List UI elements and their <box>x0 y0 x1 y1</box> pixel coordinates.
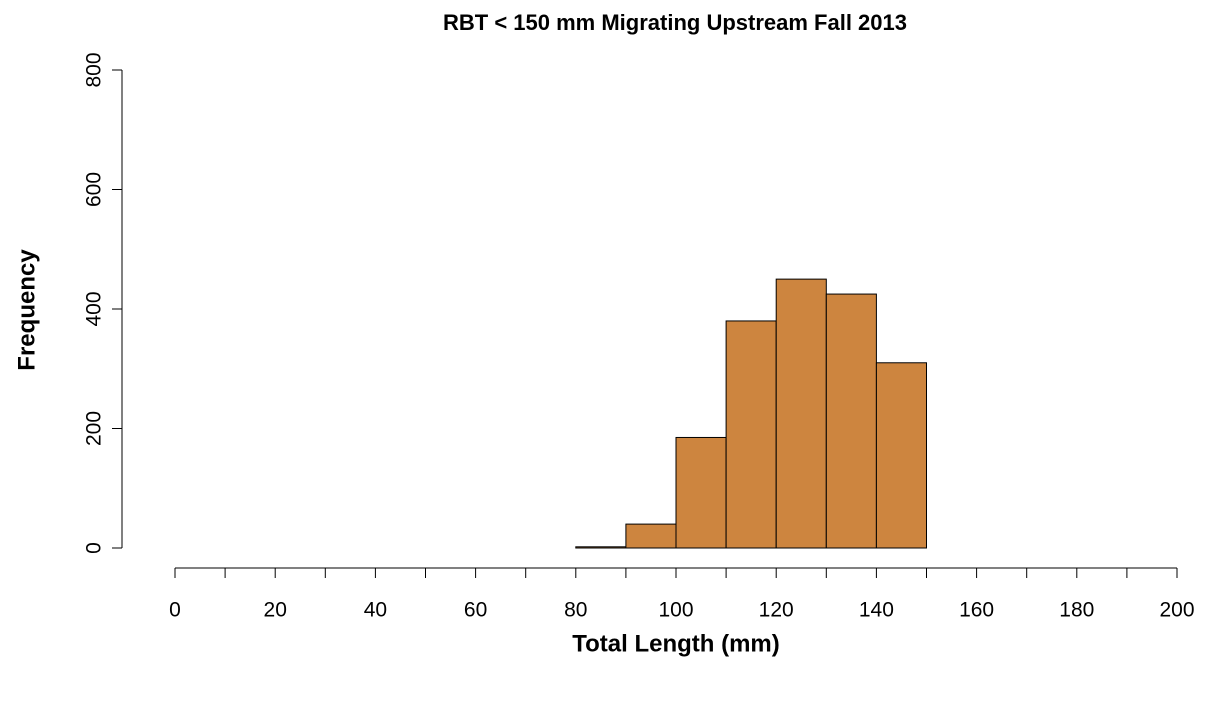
x-tick-label: 40 <box>364 599 387 622</box>
y-axis-title: Frequency <box>13 249 40 371</box>
x-axis-title: Total Length (mm) <box>572 630 780 657</box>
bar <box>875 362 928 549</box>
y-tick-label: 200 <box>83 411 106 446</box>
bar <box>775 278 827 549</box>
x-tick-label: 20 <box>264 599 287 622</box>
bar <box>725 320 777 549</box>
bar <box>575 546 627 549</box>
x-tick-label: 0 <box>169 599 181 622</box>
x-tick-label: 100 <box>658 599 693 622</box>
x-tick-label: 80 <box>564 599 587 622</box>
x-tick-label: 120 <box>759 599 794 622</box>
bar <box>825 293 877 549</box>
y-tick-label: 600 <box>83 172 106 207</box>
bar <box>675 436 727 549</box>
chart-title: RBT < 150 mm Migrating Upstream Fall 201… <box>443 10 907 35</box>
y-tick-label: 0 <box>83 542 106 554</box>
x-tick-label: 200 <box>1159 599 1194 622</box>
bar <box>625 523 677 549</box>
x-tick-label: 180 <box>1059 599 1094 622</box>
x-tick-label: 60 <box>464 599 487 622</box>
x-tick-label: 160 <box>959 599 994 622</box>
x-tick-label: 140 <box>859 599 894 622</box>
y-tick-label: 800 <box>83 52 106 87</box>
y-tick-label: 400 <box>83 291 106 326</box>
